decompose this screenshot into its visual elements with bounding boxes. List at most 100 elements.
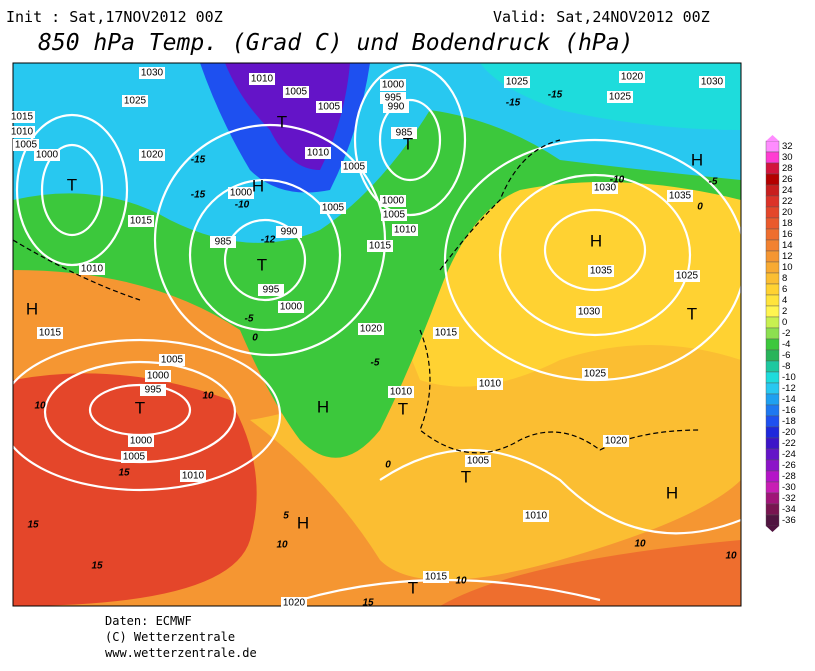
temperature-label: 10 bbox=[34, 401, 46, 412]
legend-label: -4 bbox=[782, 339, 790, 350]
footer-line: (C) Wetterzentrale bbox=[105, 630, 235, 644]
legend-swatch bbox=[765, 173, 780, 186]
isobar-label: 1005 bbox=[343, 162, 366, 173]
legend-label: -16 bbox=[782, 405, 796, 416]
isobar-label-box bbox=[477, 378, 503, 390]
legend-label: 2 bbox=[782, 306, 787, 317]
isobar-label: 1035 bbox=[669, 191, 692, 202]
legend-label: -20 bbox=[782, 427, 796, 438]
legend-label: 6 bbox=[782, 284, 787, 295]
temperature-label: 10 bbox=[276, 540, 288, 551]
isobar-label-box bbox=[316, 101, 342, 113]
isobar-label-box bbox=[34, 149, 60, 161]
map-field bbox=[13, 63, 741, 606]
isobar-label-box bbox=[145, 370, 171, 382]
legend-label: -36 bbox=[782, 515, 796, 526]
legend-label: 16 bbox=[782, 229, 793, 240]
legend-label: 4 bbox=[782, 295, 787, 306]
pressure-center: T bbox=[277, 112, 287, 131]
isobar-label-box bbox=[381, 209, 407, 221]
isobar-label-box bbox=[258, 284, 284, 296]
legend-label: 32 bbox=[782, 141, 793, 152]
isobar-label: 1010 bbox=[479, 379, 502, 390]
isobar-label-box bbox=[392, 224, 418, 236]
footer-line: www.wetterzentrale.de bbox=[105, 646, 257, 660]
isobar-label: 1010 bbox=[81, 264, 104, 275]
isobar-label-box bbox=[383, 101, 409, 113]
legend-cap bbox=[766, 135, 779, 141]
isobar-label: 1030 bbox=[141, 68, 164, 79]
isobar-label-box bbox=[13, 139, 39, 151]
legend-swatch bbox=[765, 250, 780, 263]
pressure-center: T bbox=[398, 399, 408, 418]
legend-swatch bbox=[765, 261, 780, 274]
legend-label: 30 bbox=[782, 152, 793, 163]
isobar-label: 995 bbox=[263, 285, 280, 296]
isobar-label-box bbox=[674, 270, 700, 282]
legend-label: 24 bbox=[782, 185, 793, 196]
isobar-label: 1000 bbox=[130, 436, 153, 447]
temperature-label: 10 bbox=[455, 576, 467, 587]
legend-label: -24 bbox=[782, 449, 796, 460]
isobar-label: 1000 bbox=[382, 196, 405, 207]
isobar-label: 1000 bbox=[147, 371, 170, 382]
isobar-label: 1025 bbox=[676, 271, 699, 282]
temperature-label: 0 bbox=[385, 460, 391, 471]
legend-swatch bbox=[765, 503, 780, 516]
legend-label: -34 bbox=[782, 504, 796, 515]
isobar-label: 1005 bbox=[285, 87, 308, 98]
isobar-label: 1005 bbox=[318, 102, 341, 113]
temperature-label: 0 bbox=[252, 333, 258, 344]
isobar-label-box bbox=[423, 571, 449, 583]
isobar-label: 1010 bbox=[307, 148, 330, 159]
legend-label: 8 bbox=[782, 273, 787, 284]
isobar-label: 1025 bbox=[584, 369, 607, 380]
legend-label: 18 bbox=[782, 218, 793, 229]
isobar-label: 1015 bbox=[369, 241, 392, 252]
isobar-label: 1030 bbox=[594, 183, 617, 194]
legend-label: 14 bbox=[782, 240, 793, 251]
isobar-label-box bbox=[433, 327, 459, 339]
isobar-label-box bbox=[278, 301, 304, 313]
temperature-label: -15 bbox=[548, 90, 563, 101]
temperature-label: -5 bbox=[371, 358, 380, 369]
isobar-label: 1030 bbox=[701, 77, 724, 88]
isobar-label: 1015 bbox=[130, 216, 153, 227]
isobar-label: 1000 bbox=[280, 302, 303, 313]
isobar-label-box bbox=[504, 76, 530, 88]
temperature-label: 15 bbox=[91, 561, 103, 572]
legend-swatch bbox=[765, 404, 780, 417]
legend-swatch bbox=[765, 360, 780, 373]
legend-label: -32 bbox=[782, 493, 796, 504]
temperature-label: 15 bbox=[27, 520, 39, 531]
legend-label: -26 bbox=[782, 460, 796, 471]
isobar-label-box bbox=[79, 263, 105, 275]
isobar-label-box bbox=[122, 95, 148, 107]
legend-label: -22 bbox=[782, 438, 796, 449]
legend-swatch bbox=[765, 382, 780, 395]
legend-swatch bbox=[765, 316, 780, 329]
legend-swatch bbox=[765, 294, 780, 307]
legend-swatch bbox=[765, 327, 780, 340]
temperature-label: 0 bbox=[697, 202, 703, 213]
isobar-label: 1020 bbox=[605, 436, 628, 447]
legend-label: -10 bbox=[782, 372, 796, 383]
legend-swatch bbox=[765, 217, 780, 230]
isobar-label: 1020 bbox=[360, 324, 383, 335]
legend-swatch bbox=[765, 514, 780, 527]
isobar-label: 1005 bbox=[15, 140, 38, 151]
legend-cap bbox=[766, 526, 779, 532]
isobar-label: 1015 bbox=[39, 328, 62, 339]
isobar-label: 995 bbox=[385, 93, 402, 104]
temperature-label: 15 bbox=[362, 598, 374, 609]
legend-swatch bbox=[765, 239, 780, 252]
isobar-label: 995 bbox=[145, 385, 162, 396]
isobar-label-box bbox=[121, 451, 147, 463]
isobar-label: 1025 bbox=[506, 77, 529, 88]
pressure-center: T bbox=[408, 578, 418, 597]
field-very-cold bbox=[225, 63, 350, 170]
footer-line: Daten: ECMWF bbox=[105, 614, 192, 628]
pressure-center: H bbox=[317, 397, 329, 416]
